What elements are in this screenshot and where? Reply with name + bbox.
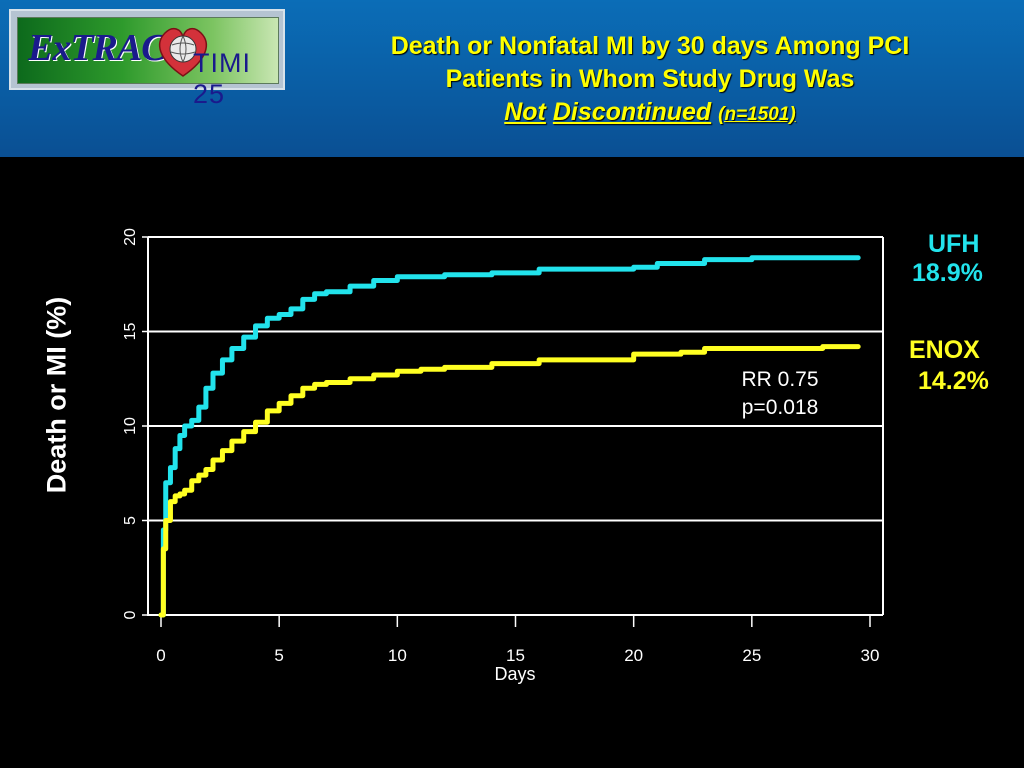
legend-enox-name: ENOX <box>909 336 980 364</box>
rr-annotation: RR 0.75 p=0.018 <box>725 368 835 420</box>
legend-ufh-value: 18.9% <box>912 259 983 287</box>
x-tick-label-0: 0 <box>156 646 165 665</box>
title-word-not: Not <box>504 98 546 126</box>
series-line-ufh <box>158 255 861 618</box>
y-tick-label-5: 5 <box>122 516 139 525</box>
title-line-2: Patients in Whom Study Drug Was <box>445 65 855 93</box>
x-tick-label-10: 10 <box>388 646 407 665</box>
y-tick-label-10: 10 <box>122 417 139 435</box>
legend-ufh-name: UFH <box>928 230 980 258</box>
header-divider <box>0 157 1024 160</box>
title-line-3: Not Discontinued (n=1501) <box>300 96 1000 131</box>
series-line-enox <box>158 344 861 618</box>
extract-timi-logo: ExTRACT TIMI 25 <box>9 9 285 109</box>
logo-subtext: TIMI 25 <box>193 48 251 109</box>
p-value-text: p=0.018 <box>741 396 819 419</box>
legend-enox-value: 14.2% <box>918 367 989 395</box>
x-tick-label-30: 30 <box>861 646 880 665</box>
y-tick-label-20: 20 <box>122 228 139 246</box>
title-line-1: Death or Nonfatal MI by 30 days Among PC… <box>390 32 910 60</box>
x-tick-label-20: 20 <box>624 646 643 665</box>
x-tick-label-5: 5 <box>274 646 283 665</box>
title-word-discontinued: Discontinued <box>552 98 712 126</box>
y-tick-label-15: 15 <box>122 323 139 341</box>
title-sample-size: (n=1501) <box>718 104 796 125</box>
x-axis-label: Days <box>494 664 535 684</box>
y-tick-label-0: 0 <box>122 610 139 619</box>
relative-risk-text: RR 0.75 <box>741 368 819 391</box>
x-tick-label-15: 15 <box>506 646 525 665</box>
logo-panel: ExTRACT TIMI 25 <box>17 17 279 109</box>
page-title: Death or Nonfatal MI by 30 days Among PC… <box>300 30 1000 131</box>
x-tick-label-25: 25 <box>742 646 761 665</box>
heart-globe-icon <box>158 27 208 77</box>
